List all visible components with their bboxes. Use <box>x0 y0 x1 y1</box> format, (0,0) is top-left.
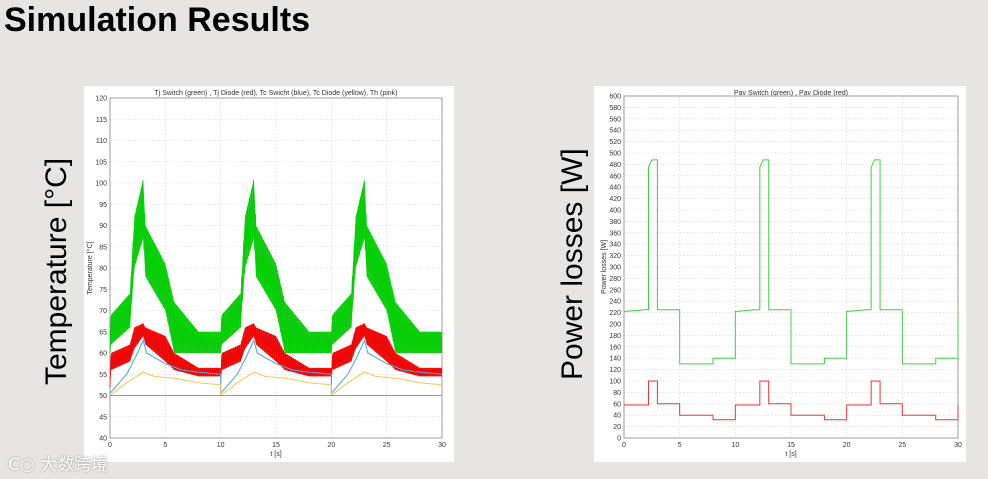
y-tick-label: 240 <box>609 299 621 306</box>
y-tick-label: 40 <box>613 413 621 420</box>
series-pav-switch <box>623 159 959 365</box>
y-tick-label: 280 <box>609 276 621 283</box>
y-tick-label: 55 <box>99 372 107 379</box>
y-tick-label: 540 <box>609 128 621 135</box>
y-tick-label: 120 <box>609 367 621 374</box>
x-tick-label: 25 <box>898 442 906 449</box>
y-tick-label: 120 <box>95 96 107 103</box>
y-tick-label: 340 <box>609 242 621 249</box>
y-tick-label: 80 <box>99 266 107 273</box>
x-tick-label: 10 <box>217 442 225 449</box>
y-tick-label: 20 <box>613 424 621 431</box>
y-tick-label: 200 <box>609 322 621 329</box>
y-tick-label: 40 <box>99 436 107 443</box>
y-tick-label: 60 <box>613 401 621 408</box>
band-tj-switch <box>110 178 221 353</box>
y-tick-label: 85 <box>99 244 107 251</box>
x-axis-label: t [s] <box>270 451 281 458</box>
y-tick-label: 70 <box>99 308 107 315</box>
plot-area <box>109 97 443 439</box>
y-tick-label: 360 <box>609 230 621 237</box>
series-tc-diode <box>109 371 443 397</box>
x-tick-label: 25 <box>383 442 391 449</box>
y-tick-label: 140 <box>609 356 621 363</box>
y-tick-label: 220 <box>609 310 621 317</box>
y-tick-label: 320 <box>609 253 621 260</box>
x-tick-label: 15 <box>272 442 280 449</box>
x-tick-label: 5 <box>678 442 682 449</box>
x-tick-label: 5 <box>163 442 167 449</box>
y-tick-label: 520 <box>609 139 621 146</box>
y-axis-label: Power losses [W] <box>601 240 608 294</box>
y-tick-label: 180 <box>609 333 621 340</box>
y-tick-label: 105 <box>95 159 107 166</box>
y-tick-label: 600 <box>609 94 621 101</box>
x-tick-label: 30 <box>438 442 446 449</box>
y-tick-label: 380 <box>609 219 621 226</box>
x-tick-label: 15 <box>787 442 795 449</box>
y-tick-label: 50 <box>99 393 107 400</box>
oscillation-tj-switch <box>220 180 332 354</box>
watermark: C○ 大数跨境 <box>8 450 108 475</box>
y-tick-label: 0 <box>617 436 621 443</box>
series-tc-swicht <box>109 338 443 395</box>
y-tick-label: 75 <box>99 287 107 294</box>
x-tick-label: 30 <box>954 442 962 449</box>
x-tick-label: 20 <box>843 442 851 449</box>
temperature-chart: Tj Switch (green) , Tj Diode (red), Tc S… <box>84 86 454 462</box>
x-tick-label: 20 <box>327 442 335 449</box>
y-tick-label: 420 <box>609 196 621 203</box>
power-losses-chart: Pav Switch (green) , Pav Diode (red) 0 20 4… <box>594 86 966 462</box>
y-tick-label: 260 <box>609 287 621 294</box>
y-tick-label: 80 <box>613 390 621 397</box>
x-tick-label: 10 <box>731 442 739 449</box>
y-tick-label: 95 <box>99 202 107 209</box>
temperature-axis-title: Temperature [°C] <box>40 157 73 385</box>
power-losses-axis-title: Power losses [W] <box>556 148 589 380</box>
plot-area <box>623 95 959 439</box>
watermark-text: 大数跨境 <box>40 455 109 475</box>
y-tick-label: 160 <box>609 344 621 351</box>
y-tick-label: 480 <box>609 162 621 169</box>
y-tick-label: 300 <box>609 265 621 272</box>
y-tick-label: 460 <box>609 173 621 180</box>
y-tick-label: 115 <box>96 117 107 124</box>
y-tick-label: 65 <box>99 329 107 336</box>
y-tick-label: 580 <box>609 105 621 112</box>
oscillation-tj-switch <box>109 180 221 354</box>
oscillation-tj-switch <box>330 180 443 354</box>
y-tick-label: 500 <box>609 151 621 158</box>
band-tj-switch <box>331 178 442 353</box>
y-tick-label: 440 <box>609 185 621 192</box>
x-tick-label: 0 <box>622 442 626 449</box>
y-tick-label: 110 <box>96 138 107 145</box>
band-tj-switch <box>220 178 332 353</box>
y-tick-label: 100 <box>95 181 107 188</box>
slide-title: Simulation Results <box>4 1 311 39</box>
x-axis-label: t [s] <box>785 451 796 458</box>
y-axis-label: Temperature [°C] <box>86 241 94 294</box>
x-tick-label: 0 <box>108 442 112 449</box>
watermark-logo-icon: C○ <box>8 455 35 475</box>
y-tick-label: 90 <box>99 223 107 230</box>
y-tick-label: 400 <box>609 208 621 215</box>
y-tick-label: 60 <box>99 351 107 358</box>
series-pav-diode <box>624 380 959 421</box>
chart-title: Tj Switch (green) , Tj Diode (red), Tc S… <box>154 90 397 97</box>
y-tick-label: 100 <box>609 379 621 386</box>
y-tick-label: 45 <box>99 414 107 421</box>
y-tick-label: 560 <box>609 116 621 123</box>
chart-title: Pav Switch (green) , Pav Diode (red) <box>734 90 848 97</box>
